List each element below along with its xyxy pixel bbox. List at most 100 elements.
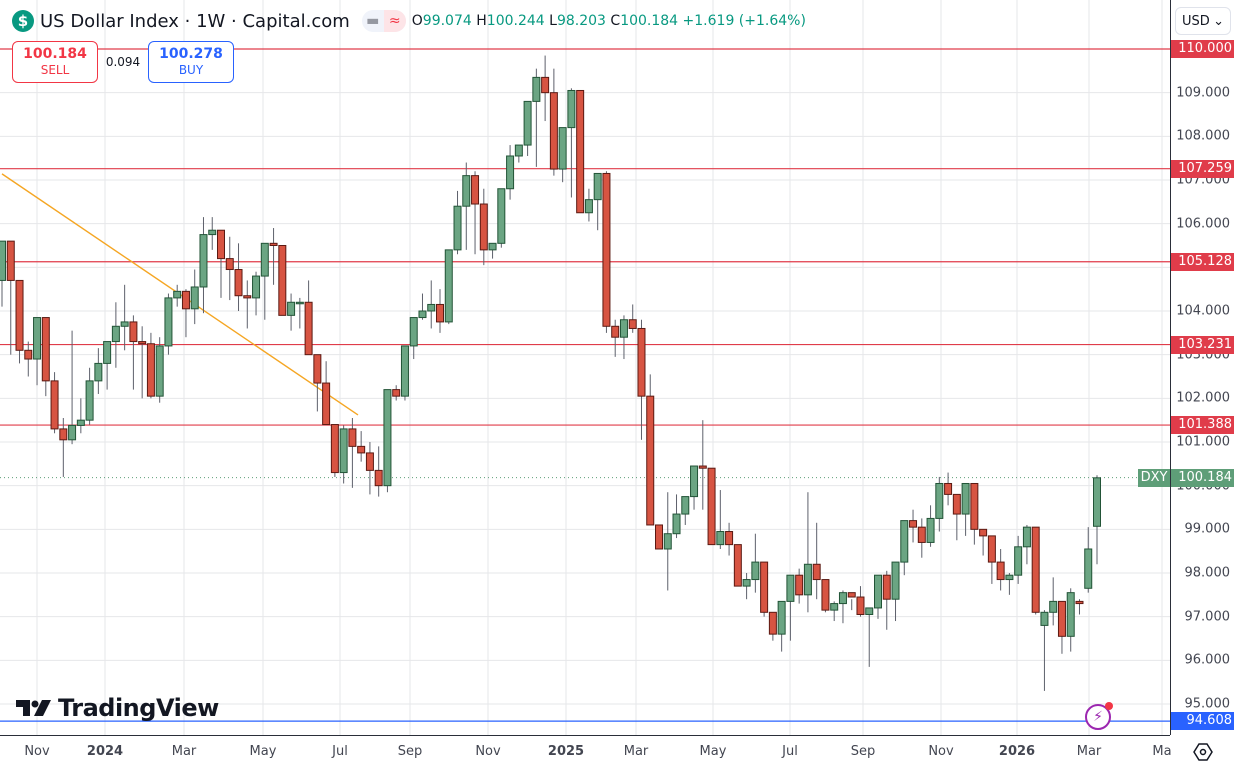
approx-icon[interactable]: ≈ bbox=[383, 10, 406, 32]
candle-down bbox=[278, 245, 287, 316]
trade-panel: 100.184 SELL 0.094 100.278 BUY bbox=[12, 41, 234, 83]
candle-down bbox=[1031, 526, 1040, 613]
candle-down bbox=[733, 544, 742, 587]
time-tick-label: Sep bbox=[850, 744, 876, 759]
price-tick-label: 98.000 bbox=[1184, 565, 1231, 581]
candle-up bbox=[690, 465, 699, 498]
candle-up bbox=[935, 482, 944, 519]
sell-label: SELL bbox=[40, 63, 70, 77]
candle-up bbox=[506, 155, 515, 190]
candle-down bbox=[138, 341, 147, 345]
sell-button[interactable]: 100.184 SELL bbox=[12, 41, 98, 83]
candle-down bbox=[392, 389, 401, 397]
price-tick-label: 108.000 bbox=[1176, 128, 1230, 144]
candle-down bbox=[576, 89, 585, 214]
candle-up bbox=[295, 301, 304, 305]
close-value: 100.184 bbox=[620, 13, 679, 29]
candle-up bbox=[409, 317, 418, 347]
buy-button[interactable]: 100.278 BUY bbox=[148, 41, 234, 83]
candle-up bbox=[120, 321, 129, 327]
candle-up bbox=[619, 319, 628, 338]
candle-down bbox=[471, 175, 480, 205]
time-tick-label: Nov bbox=[24, 744, 50, 759]
candle-up bbox=[1049, 600, 1058, 613]
candle-down bbox=[602, 172, 611, 327]
candle-down bbox=[269, 242, 278, 247]
candle-down bbox=[313, 354, 322, 384]
candle-down bbox=[821, 579, 830, 611]
price-tick-label: 106.000 bbox=[1176, 216, 1230, 232]
time-tick-label: Jul bbox=[332, 744, 348, 759]
visibility-toggle-group[interactable]: ▬ ≈ bbox=[361, 10, 406, 32]
candle-down bbox=[357, 445, 366, 454]
candle-down bbox=[541, 76, 550, 94]
change-value: +1.619 (+1.64%) bbox=[682, 13, 806, 29]
candle-up bbox=[260, 242, 269, 277]
candle-up bbox=[252, 275, 261, 299]
candle-down bbox=[996, 561, 1005, 581]
price-tick-label: 99.000 bbox=[1184, 521, 1231, 537]
minus-icon[interactable]: ▬ bbox=[366, 13, 380, 29]
candle-up bbox=[383, 389, 392, 487]
time-tick-label: 2026 bbox=[998, 744, 1036, 759]
candle-down bbox=[59, 428, 68, 441]
candle-down bbox=[698, 465, 707, 469]
candle-down bbox=[6, 240, 15, 281]
candle-up bbox=[339, 428, 348, 474]
level-price-tag: 101.388 bbox=[1171, 416, 1234, 435]
candle-up bbox=[462, 175, 471, 207]
price-tick-label: 96.000 bbox=[1184, 652, 1231, 668]
high-value: 100.244 bbox=[486, 13, 545, 29]
candle-up bbox=[164, 297, 173, 347]
candle-down bbox=[795, 574, 804, 596]
candlestick-chart[interactable] bbox=[0, 0, 1170, 735]
lightning-icon: ⚡ bbox=[1093, 709, 1103, 725]
spread-value: 0.094 bbox=[105, 55, 141, 69]
candle-up bbox=[1084, 548, 1093, 589]
candle-up bbox=[567, 89, 576, 129]
candle-down bbox=[41, 317, 50, 382]
chart-title[interactable]: US Dollar Index · 1W · Capital.com bbox=[40, 10, 350, 32]
candle-down bbox=[882, 574, 891, 600]
time-axis[interactable]: Nov 2024 Mar May Jul Sep Nov 2025 Mar May Jul Sep No… bbox=[0, 735, 1172, 769]
candle-down bbox=[812, 563, 821, 581]
tradingview-logo[interactable]: TradingView bbox=[16, 694, 219, 722]
flash-button[interactable]: ⚡ bbox=[1085, 702, 1113, 730]
buy-label: BUY bbox=[178, 63, 204, 77]
currency-select[interactable]: USD ⌄ bbox=[1175, 7, 1231, 35]
candle-down bbox=[1057, 600, 1066, 637]
candle-up bbox=[103, 341, 112, 364]
candle-up bbox=[1066, 592, 1075, 637]
candle-down bbox=[330, 424, 339, 474]
candle-up bbox=[803, 563, 812, 596]
time-tick-label: Mar bbox=[171, 744, 197, 759]
candle-up bbox=[94, 362, 103, 382]
price-tick-label: 97.000 bbox=[1184, 609, 1231, 625]
time-tick-label: May bbox=[699, 744, 727, 759]
time-tick-label: Jul bbox=[782, 744, 798, 759]
price-axis[interactable]: USD ⌄ 109.000 108.000 107.000 106.000 104.00… bbox=[1170, 0, 1235, 735]
candle-up bbox=[900, 520, 909, 563]
candle-down bbox=[917, 526, 926, 543]
candle-up bbox=[786, 574, 795, 602]
candle-up bbox=[33, 317, 42, 360]
time-tick-label: May bbox=[249, 744, 277, 759]
candle-up bbox=[593, 172, 602, 201]
axis-settings-button[interactable] bbox=[1170, 735, 1235, 768]
candle-down bbox=[322, 382, 331, 426]
candle-down bbox=[707, 467, 716, 546]
chart-pane[interactable]: $ US Dollar Index · 1W · Capital.com ▬ ≈… bbox=[0, 0, 1170, 735]
candle-up bbox=[716, 531, 725, 546]
level-price-tag: 105.128 bbox=[1171, 252, 1234, 271]
price-tick-label: 109.000 bbox=[1176, 85, 1230, 101]
time-tick-label: 2025 bbox=[547, 744, 585, 759]
candle-up bbox=[453, 205, 462, 251]
candle-up bbox=[287, 301, 296, 316]
chart-legend: $ US Dollar Index · 1W · Capital.com ▬ ≈… bbox=[12, 9, 806, 33]
candle-down bbox=[234, 269, 243, 297]
candle-down bbox=[909, 520, 918, 528]
candle-up bbox=[173, 290, 182, 299]
candle-up bbox=[830, 603, 839, 611]
candle-down bbox=[970, 482, 979, 530]
candle-up bbox=[672, 513, 681, 535]
